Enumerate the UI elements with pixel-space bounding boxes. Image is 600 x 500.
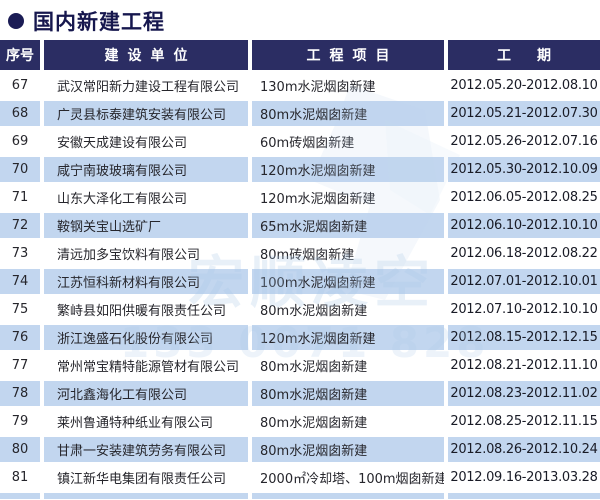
table-row: 73 清远加多宝饮料有限公司 80m砖烟囱新建 2012.06.18-2012.08.… bbox=[0, 241, 600, 266]
table-header-row: 序号 建设单位 工程项目 工期 bbox=[0, 40, 600, 70]
row-no: 69 bbox=[0, 129, 40, 154]
table-row: 76 浙江逸盛石化股份有限公司 120m水泥烟囱新建 2012.08.15-2012.… bbox=[0, 325, 600, 350]
page-title-bar: 国内新建工程 bbox=[0, 0, 600, 40]
row-project: 80m水泥烟囱新建 bbox=[252, 101, 444, 126]
row-project: 130m水泥烟囱新建 bbox=[252, 73, 444, 98]
table-row: 77 常州常宝精特能源管材有限公司 80m水泥烟囱新建 2012.08.21-2012… bbox=[0, 353, 600, 378]
row-company: 河北鑫海化工有限公司 bbox=[44, 381, 248, 406]
row-no: 71 bbox=[0, 185, 40, 210]
page-title: 国内新建工程 bbox=[33, 10, 165, 34]
row-no: 68 bbox=[0, 101, 40, 126]
row-company: 山东大泽化工有限公司 bbox=[44, 185, 248, 210]
table-row: 74 江苏恒科新材料有限公司 100m水泥烟囱新建 2012.07.01-2012.1… bbox=[0, 269, 600, 294]
row-period: 2012.08.21-2012.11.10 bbox=[448, 353, 600, 378]
table-row: 72 鞍钢关宝山选矿厂 65m水泥烟囱新建 2012.06.10-2012.10.10 bbox=[0, 213, 600, 238]
row-project: 2000㎡冷却塔、100m烟囱新建 bbox=[252, 465, 444, 490]
table-body: 67 武汉常阳新力建设工程有限公司 130m水泥烟囱新建 2012.05.20-201… bbox=[0, 73, 600, 490]
row-company: 浙江逸盛石化股份有限公司 bbox=[44, 325, 248, 350]
row-period: 2012.08.15-2012.12.15 bbox=[448, 325, 600, 350]
header-company: 建设单位 bbox=[44, 40, 248, 70]
row-company: 镇江新华电集团有限责任公司 bbox=[44, 465, 248, 490]
table-row: 81 镇江新华电集团有限责任公司 2000㎡冷却塔、100m烟囱新建 2012.09.… bbox=[0, 465, 600, 490]
row-no: 73 bbox=[0, 241, 40, 266]
row-project: 80m水泥烟囱新建 bbox=[252, 381, 444, 406]
row-no: 72 bbox=[0, 213, 40, 238]
row-period: 2012.09.16-2013.03.28 bbox=[448, 465, 600, 490]
row-project: 120m水泥烟囱新建 bbox=[252, 157, 444, 182]
row-period: 2012.06.10-2012.10.10 bbox=[448, 213, 600, 238]
row-company: 广灵县标泰建筑安装有限公司 bbox=[44, 101, 248, 126]
row-period: 2012.05.30-2012.10.09 bbox=[448, 157, 600, 182]
row-project: 65m水泥烟囱新建 bbox=[252, 213, 444, 238]
header-period: 工期 bbox=[448, 40, 600, 70]
table-row: 69 安徽天成建设有限公司 60m砖烟囱新建 2012.05.26-2012.07.1… bbox=[0, 129, 600, 154]
table-row: 75 繁峙县如阳供暖有限责任公司 80m水泥烟囱新建 2012.07.10-2012.… bbox=[0, 297, 600, 322]
row-project: 80m水泥烟囱新建 bbox=[252, 353, 444, 378]
row-company: 咸宁南玻玻璃有限公司 bbox=[44, 157, 248, 182]
partial-next-row bbox=[0, 493, 600, 499]
row-no: 75 bbox=[0, 297, 40, 322]
table-row: 70 咸宁南玻玻璃有限公司 120m水泥烟囱新建 2012.05.30-2012.10… bbox=[0, 157, 600, 182]
bullet-icon bbox=[8, 13, 24, 29]
row-period: 2012.05.20-2012.08.10 bbox=[448, 73, 600, 98]
row-no: 67 bbox=[0, 73, 40, 98]
row-period: 2012.07.10-2012.10.10 bbox=[448, 297, 600, 322]
projects-table: 序号 建设单位 工程项目 工期 67 武汉常阳新力建设工程有限公司 130m水泥烟囱… bbox=[0, 40, 600, 499]
row-project: 80m水泥烟囱新建 bbox=[252, 409, 444, 434]
row-company: 常州常宝精特能源管材有限公司 bbox=[44, 353, 248, 378]
header-no: 序号 bbox=[0, 40, 40, 70]
row-company: 安徽天成建设有限公司 bbox=[44, 129, 248, 154]
row-no: 80 bbox=[0, 437, 40, 462]
table-row: 80 甘肃一安装建筑劳务有限公司 80m水泥烟囱新建 2012.08.26-2012.… bbox=[0, 437, 600, 462]
row-period: 2012.08.23-2012.11.02 bbox=[448, 381, 600, 406]
row-company: 莱州鲁通特种纸业有限公司 bbox=[44, 409, 248, 434]
row-company: 武汉常阳新力建设工程有限公司 bbox=[44, 73, 248, 98]
row-project: 80m水泥烟囱新建 bbox=[252, 297, 444, 322]
row-period: 2012.06.18-2012.08.22 bbox=[448, 241, 600, 266]
row-no: 79 bbox=[0, 409, 40, 434]
row-period: 2012.08.26-2012.10.24 bbox=[448, 437, 600, 462]
row-project: 120m水泥烟囱新建 bbox=[252, 325, 444, 350]
row-no: 77 bbox=[0, 353, 40, 378]
row-company: 甘肃一安装建筑劳务有限公司 bbox=[44, 437, 248, 462]
row-company: 江苏恒科新材料有限公司 bbox=[44, 269, 248, 294]
header-project: 工程项目 bbox=[252, 40, 444, 70]
row-no: 78 bbox=[0, 381, 40, 406]
row-no: 76 bbox=[0, 325, 40, 350]
row-period: 2012.06.05-2012.08.25 bbox=[448, 185, 600, 210]
row-period: 2012.05.21-2012.07.30 bbox=[448, 101, 600, 126]
row-company: 清远加多宝饮料有限公司 bbox=[44, 241, 248, 266]
row-company: 鞍钢关宝山选矿厂 bbox=[44, 213, 248, 238]
row-no: 74 bbox=[0, 269, 40, 294]
row-project: 80m水泥烟囱新建 bbox=[252, 437, 444, 462]
row-period: 2012.08.25-2012.11.15 bbox=[448, 409, 600, 434]
table-row: 68 广灵县标泰建筑安装有限公司 80m水泥烟囱新建 2012.05.21-2012.… bbox=[0, 101, 600, 126]
table-row: 79 莱州鲁通特种纸业有限公司 80m水泥烟囱新建 2012.08.25-2012.1… bbox=[0, 409, 600, 434]
row-period: 2012.07.01-2012.10.01 bbox=[448, 269, 600, 294]
row-no: 81 bbox=[0, 465, 40, 490]
table-row: 71 山东大泽化工有限公司 120m水泥烟囱新建 2012.06.05-2012.08… bbox=[0, 185, 600, 210]
row-project: 100m水泥烟囱新建 bbox=[252, 269, 444, 294]
row-company: 繁峙县如阳供暖有限责任公司 bbox=[44, 297, 248, 322]
row-period: 2012.05.26-2012.07.16 bbox=[448, 129, 600, 154]
table-row: 67 武汉常阳新力建设工程有限公司 130m水泥烟囱新建 2012.05.20-201… bbox=[0, 73, 600, 98]
row-no: 70 bbox=[0, 157, 40, 182]
row-project: 80m砖烟囱新建 bbox=[252, 241, 444, 266]
row-project: 120m水泥烟囱新建 bbox=[252, 185, 444, 210]
table-row: 78 河北鑫海化工有限公司 80m水泥烟囱新建 2012.08.23-2012.11.… bbox=[0, 381, 600, 406]
row-project: 60m砖烟囱新建 bbox=[252, 129, 444, 154]
